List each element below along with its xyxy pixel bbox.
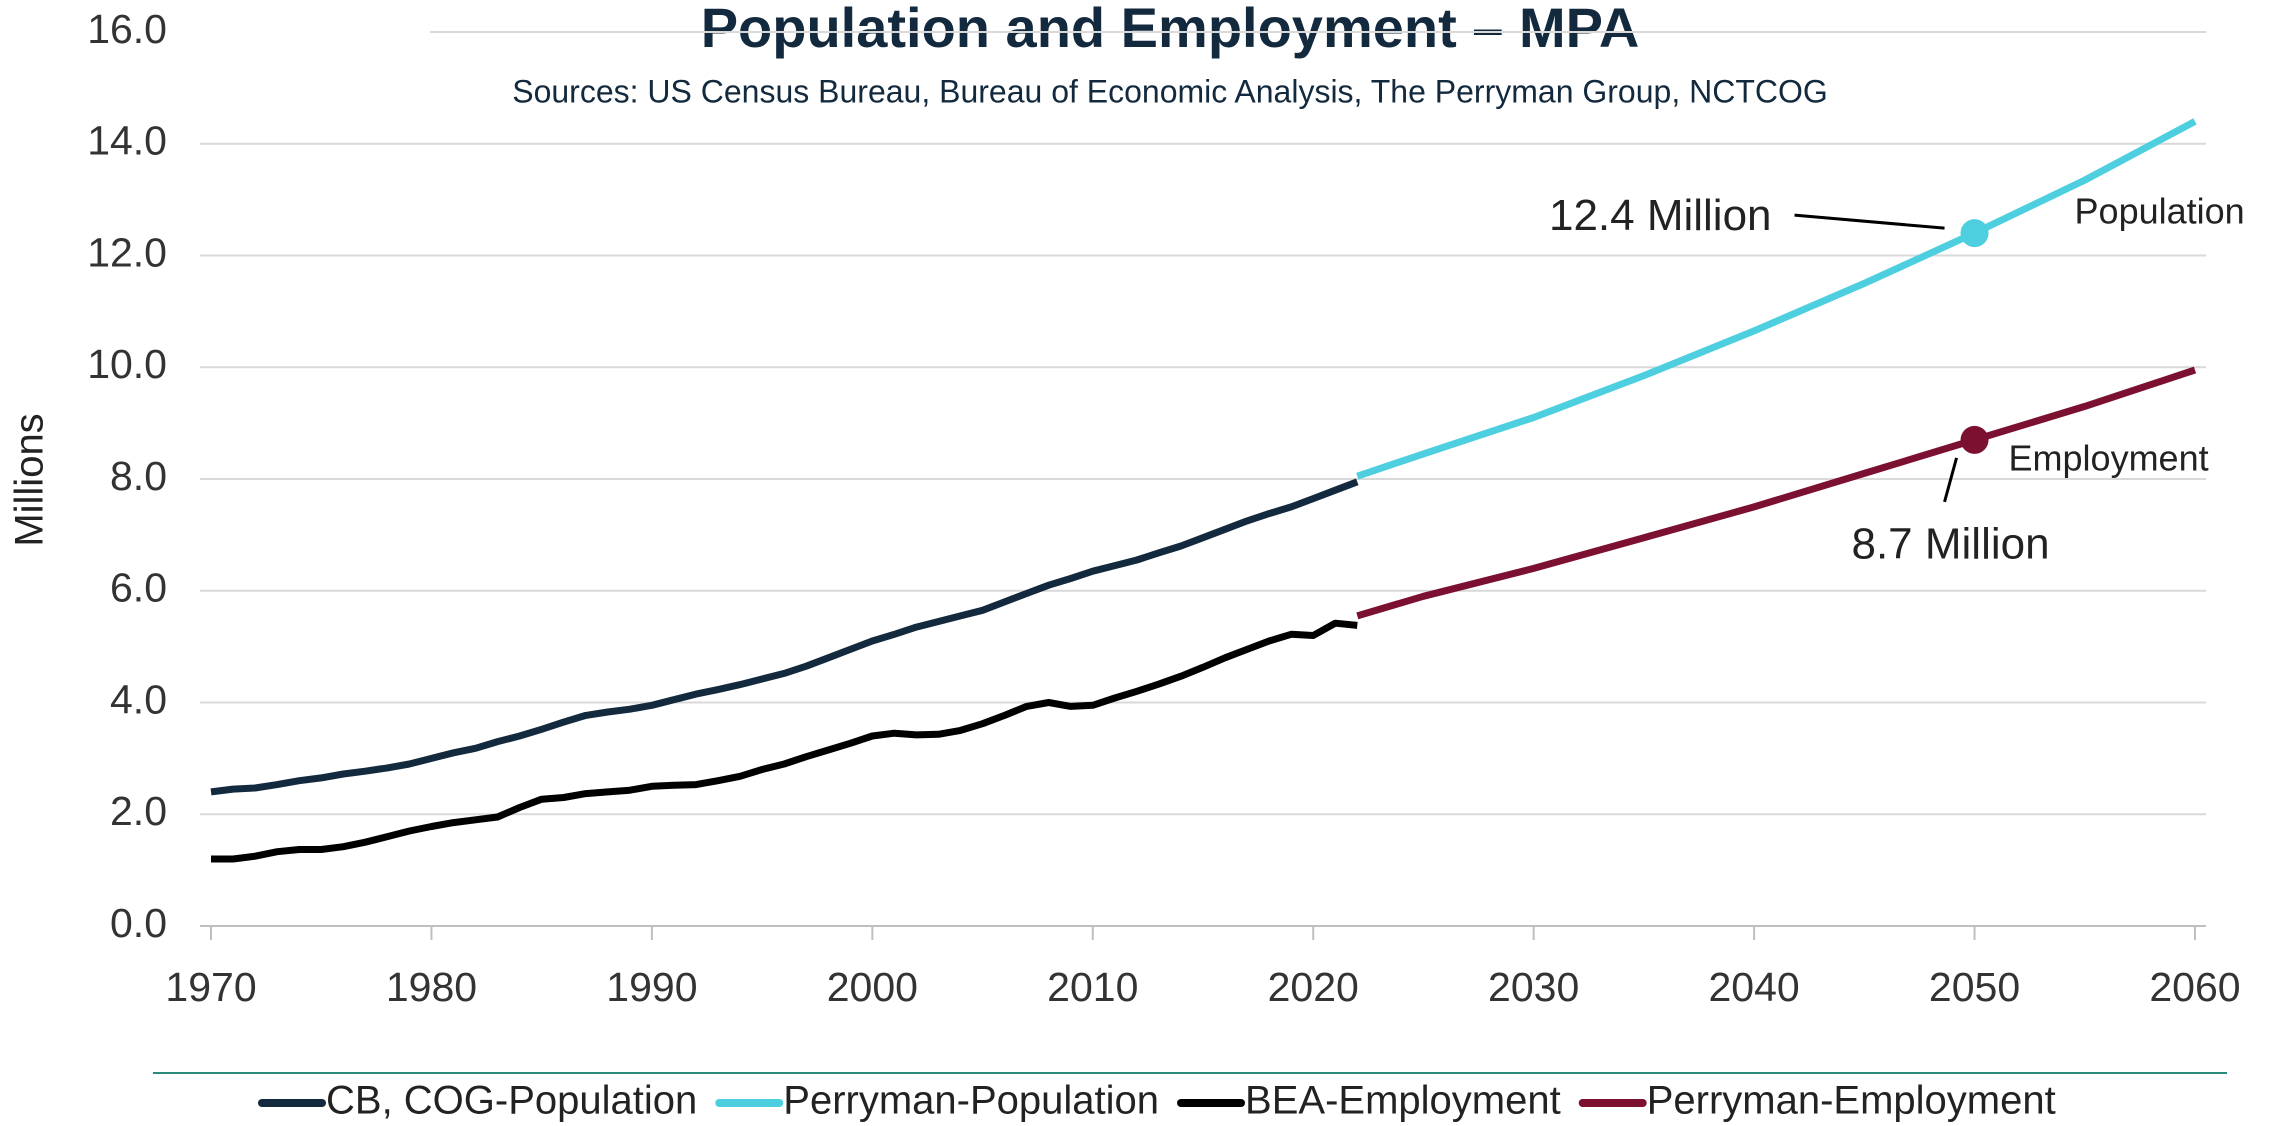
x-tick-label: 2050 [1929,964,2020,1010]
legend-label: CB, COG-Population [326,1079,697,1123]
line-label: Employment [2009,437,2209,478]
series-line [210,478,1359,796]
annotation-marker [1960,219,1989,248]
y-axis-label: Millions [8,413,52,546]
line-label: Population [2075,191,2245,232]
x-tick-label: 2020 [1268,964,1359,1010]
x-tick-label: 2040 [1708,964,1799,1010]
series-line [211,619,1358,863]
chart-subtitle: Sources: US Census Bureau, Bureau of Eco… [512,73,1828,109]
series-line [1356,366,2197,620]
annotation-label: 8.7 Million [1851,520,2049,569]
x-tick-label: 2060 [2149,964,2240,1010]
annotation-label: 12.4 Million [1549,191,1772,240]
y-tick-label: 4.0 [110,676,167,722]
y-tick-label: 6.0 [110,565,167,611]
x-tick-label: 2030 [1488,964,1579,1010]
y-tick-label: 0.0 [110,900,167,946]
x-tick-label: 1970 [165,964,256,1010]
y-tick-label: 2.0 [110,788,167,834]
y-tick-label: 8.0 [110,453,167,499]
y-tick-label: 14.0 [87,118,167,164]
y-tick-label: 12.0 [87,229,167,275]
legend-label: Perryman-Employment [1647,1079,2056,1123]
y-tick-label: 10.0 [87,341,167,387]
x-tick-label: 1980 [386,964,477,1010]
x-tick-label: 2010 [1047,964,1138,1010]
x-tick-label: 2000 [827,964,918,1010]
series-line [1356,118,2197,480]
y-tick-label: 16.0 [87,6,167,52]
annotation-marker [1960,425,1989,454]
chart-title: Population and Employment – MPA [701,0,1640,59]
legend-label: BEA-Employment [1245,1079,1561,1123]
legend-label: Perryman-Population [783,1079,1159,1123]
leader-line [1943,457,1958,503]
leader-line [1794,213,1945,230]
x-tick-label: 1990 [606,964,697,1010]
